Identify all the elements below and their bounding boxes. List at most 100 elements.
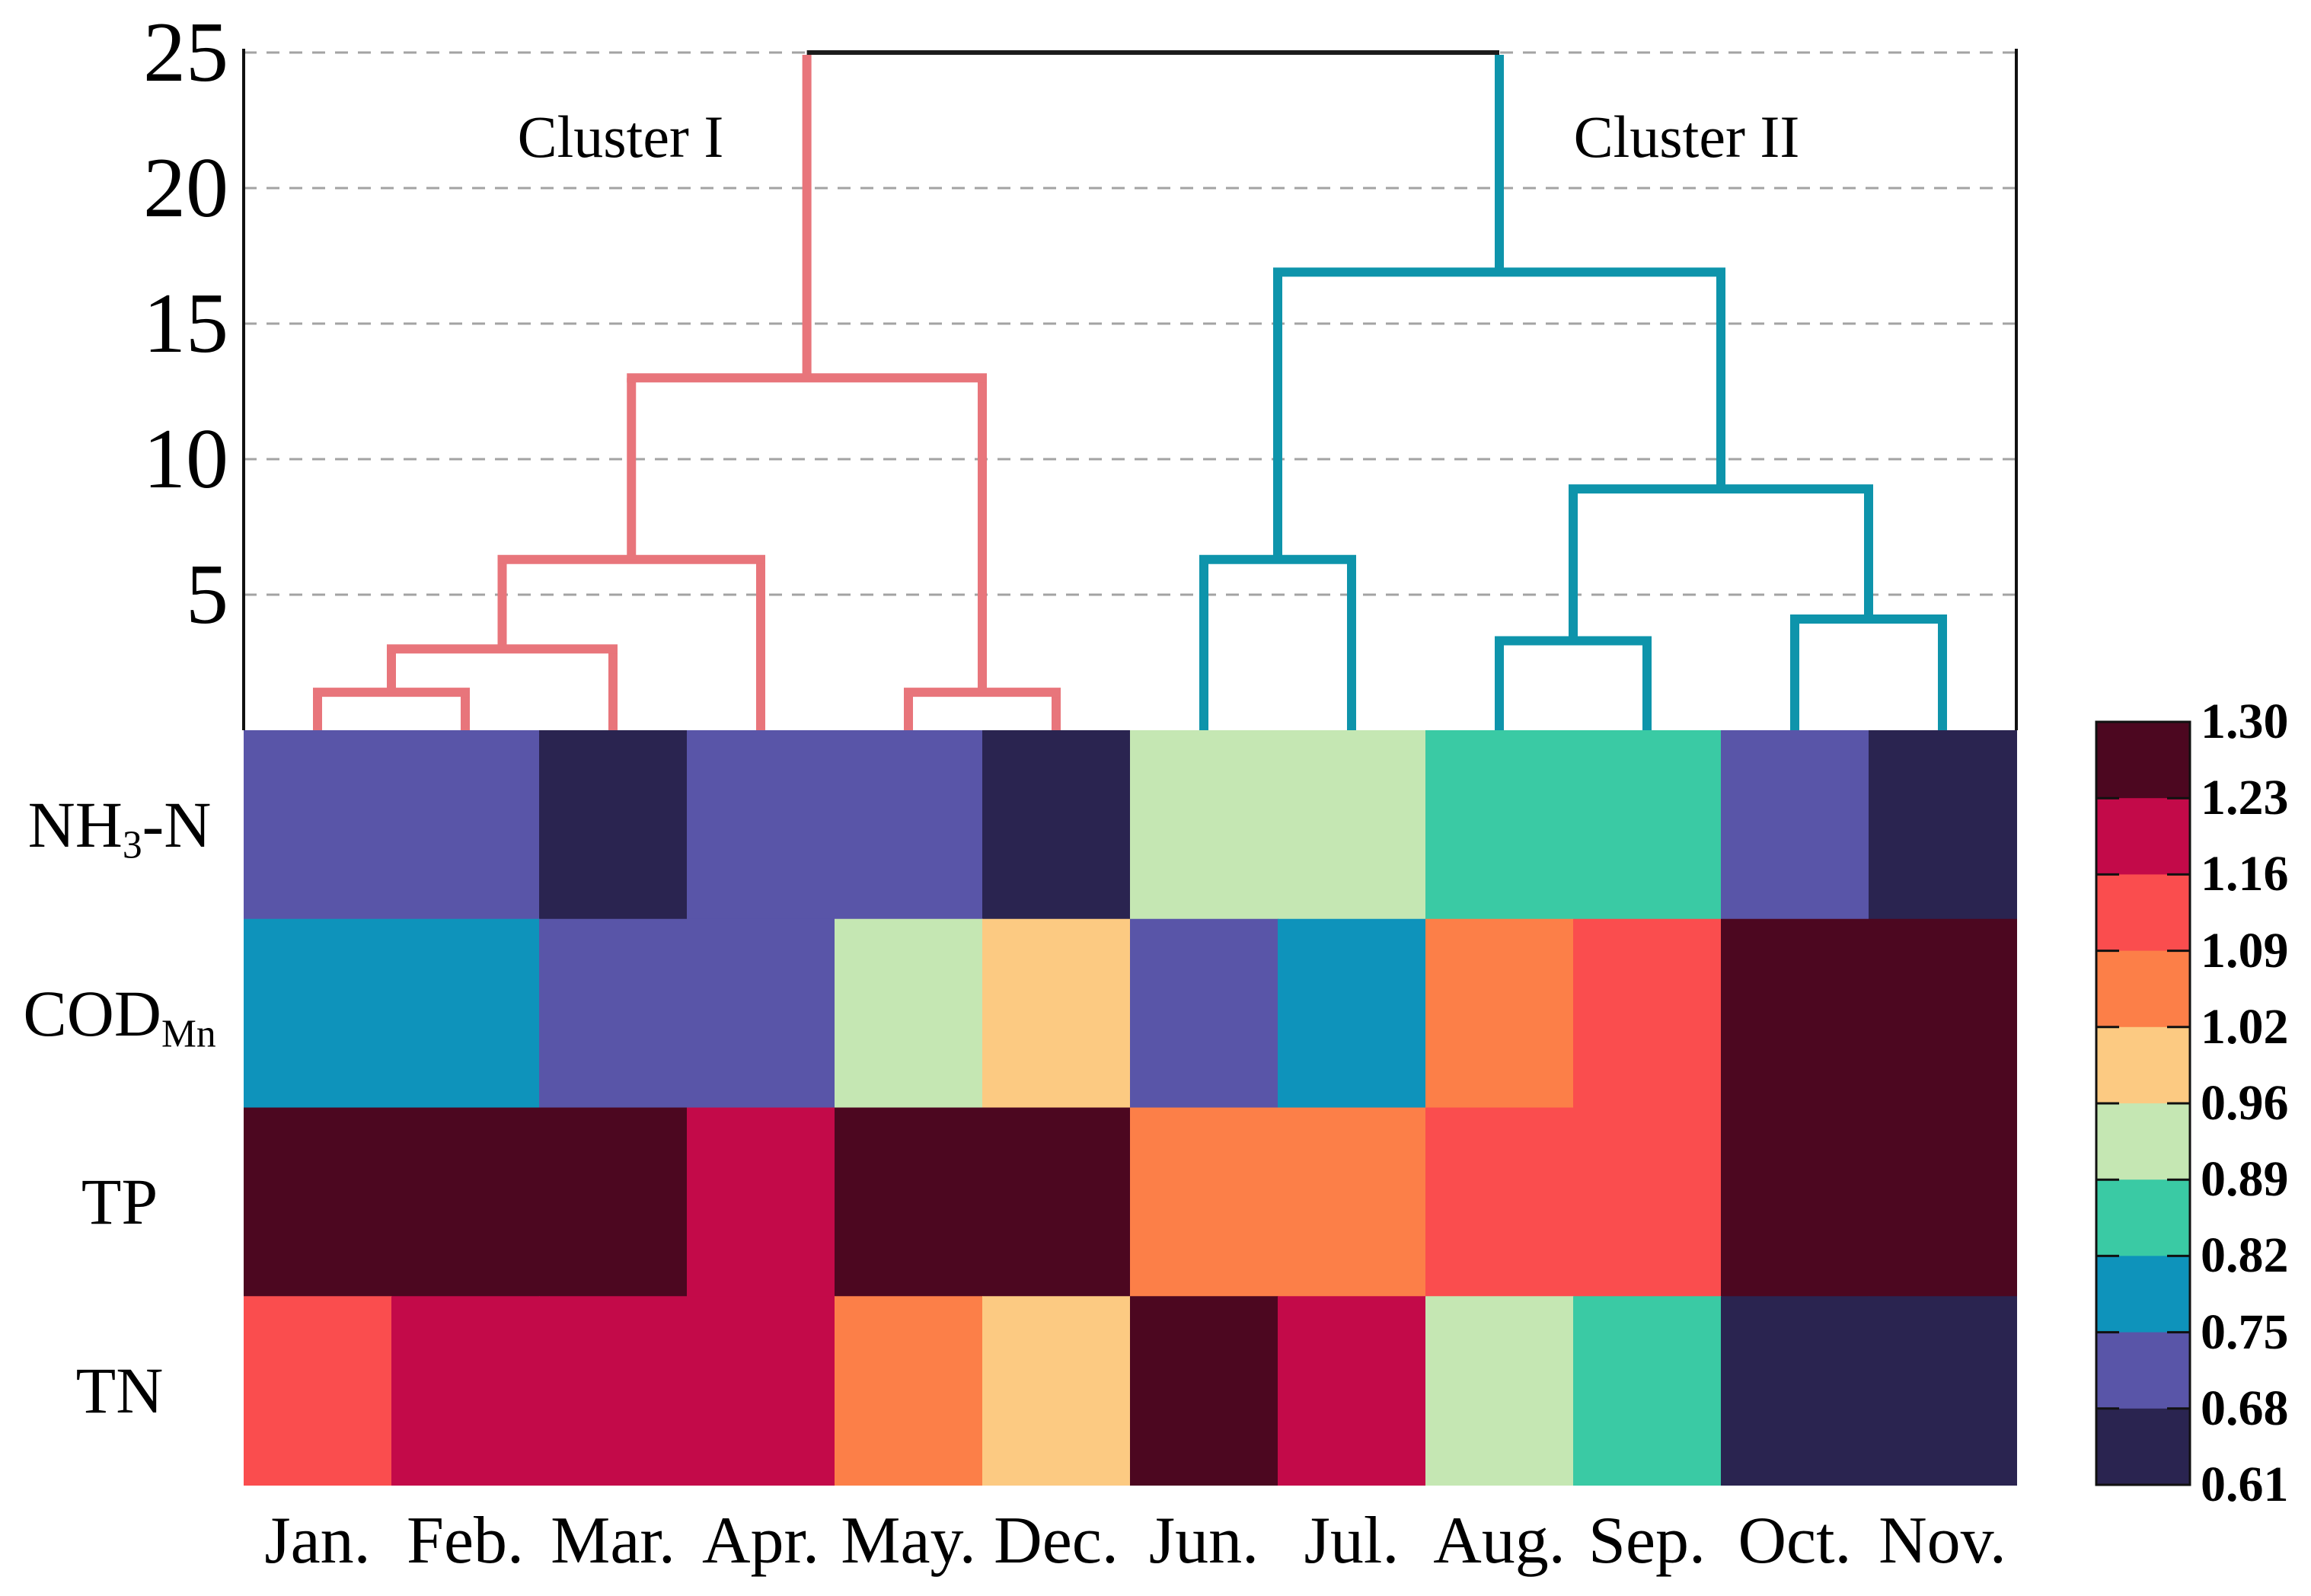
heatmap-cell xyxy=(687,1296,835,1486)
heatmap-cell xyxy=(1278,730,1426,920)
heatmap-cell xyxy=(687,1107,835,1298)
heatmap-cell xyxy=(244,918,392,1109)
colorbar-segment xyxy=(2096,950,2190,1028)
y-tick-label: 15 xyxy=(143,276,228,371)
heatmap-cell xyxy=(391,730,540,920)
heatmap-cell xyxy=(687,730,835,920)
heatmap-cell xyxy=(539,730,688,920)
heatmap-cell xyxy=(1573,730,1722,920)
colorbar-tick-label: 0.82 xyxy=(2201,1227,2289,1284)
colorbar-segment xyxy=(2096,722,2190,799)
colorbar-segment xyxy=(2096,1103,2190,1180)
x-tick-label: Dec. xyxy=(994,1504,1119,1578)
heatmap-cell xyxy=(1130,1107,1278,1298)
x-tick-label: Feb. xyxy=(407,1504,524,1578)
y-tick-label: 25 xyxy=(143,5,228,100)
row-label-subscript: Mn xyxy=(161,1012,216,1056)
colorbar-frame xyxy=(2095,720,2191,1486)
y-tick-label: 10 xyxy=(143,412,228,506)
x-tick-label: Mar. xyxy=(551,1504,675,1578)
colorbar-tick-label: 0.89 xyxy=(2201,1151,2289,1208)
colorbar-tick-label: 1.23 xyxy=(2201,770,2289,826)
heatmap-cell xyxy=(539,1296,688,1486)
heatmap-cell xyxy=(1721,1107,1869,1298)
heatmap-cell xyxy=(982,730,1131,920)
heatmap-cell xyxy=(1425,730,1574,920)
heatmap-cell xyxy=(1278,918,1426,1109)
heatmap-cell xyxy=(539,918,688,1109)
heatmap-cell xyxy=(1130,1296,1278,1486)
row-label-main: NH xyxy=(27,787,123,861)
cluster-1-label: Cluster I xyxy=(517,104,724,170)
colorbar-segment xyxy=(2096,1332,2190,1409)
heatmap-cell xyxy=(982,1107,1131,1298)
heatmap-cell xyxy=(244,1296,392,1486)
x-tick-label: Apr. xyxy=(702,1504,819,1578)
x-tick-label: Sep. xyxy=(1588,1504,1706,1578)
row-label-main: COD xyxy=(23,976,161,1050)
row-label-tail: -N xyxy=(142,787,212,861)
heatmap-cell xyxy=(835,918,983,1109)
row-label-main: TP xyxy=(81,1165,158,1239)
heatmap-cell xyxy=(1869,730,2017,920)
colorbar-segment xyxy=(2096,798,2190,876)
heatmap-cell xyxy=(1425,1107,1574,1298)
y-tick-label: 5 xyxy=(186,547,228,642)
row-label-subscript: 3 xyxy=(122,823,142,867)
row-label-main: TN xyxy=(75,1354,164,1428)
colorbar-tick-label: 1.09 xyxy=(2201,922,2289,978)
heatmap-cell xyxy=(1869,1107,2017,1298)
heatmap-cell xyxy=(244,1107,392,1298)
x-tick-label: Oct. xyxy=(1738,1504,1852,1578)
x-tick-label: Aug. xyxy=(1433,1504,1566,1578)
heatmap-cell xyxy=(835,730,983,920)
row-label: NH3-N xyxy=(0,784,239,886)
cluster-2-label: Cluster II xyxy=(1573,104,1800,170)
row-label: CODMn xyxy=(0,973,239,1074)
heatmap-cell xyxy=(1130,918,1278,1109)
colorbar-segment xyxy=(2096,1408,2190,1486)
heatmap-cell xyxy=(687,918,835,1109)
x-tick-label: May. xyxy=(841,1504,976,1578)
heatmap-cell xyxy=(982,1296,1131,1486)
colorbar-segment xyxy=(2096,874,2190,952)
colorbar-segment xyxy=(2096,1026,2190,1104)
x-tick-label: Nov. xyxy=(1878,1504,2006,1578)
heatmap-cell xyxy=(539,1107,688,1298)
heatmap-cell xyxy=(1721,1296,1869,1486)
colorbar-segment xyxy=(2096,1256,2190,1333)
heatmap-cell xyxy=(1869,1296,2017,1486)
heatmap-cell xyxy=(1573,918,1722,1109)
heatmap-cell xyxy=(982,918,1131,1109)
colorbar-tick-label: 0.96 xyxy=(2201,1075,2289,1131)
heatmap-cell xyxy=(1573,1107,1722,1298)
colorbar-tick-label: 1.16 xyxy=(2201,846,2289,902)
y-tick-label: 20 xyxy=(143,141,228,235)
heatmap-cell xyxy=(1425,918,1574,1109)
colorbar-tick-label: 1.30 xyxy=(2201,694,2289,749)
heatmap-cell xyxy=(1721,730,1869,920)
heatmap-cell xyxy=(391,1296,540,1486)
heatmap-cell xyxy=(835,1107,983,1298)
x-tick-label: Jan. xyxy=(264,1504,371,1578)
heatmap-cell xyxy=(1869,918,2017,1109)
heatmap-cell xyxy=(1130,730,1278,920)
heatmap-cell xyxy=(1278,1107,1426,1298)
colorbar-tick-label: 0.75 xyxy=(2201,1304,2289,1360)
heatmap-cell xyxy=(244,730,392,920)
row-label: TN xyxy=(0,1350,239,1431)
x-tick-label: Jun. xyxy=(1148,1504,1259,1578)
colorbar-tick-label: 0.68 xyxy=(2201,1380,2289,1436)
x-tick-label: Jul. xyxy=(1304,1504,1400,1578)
heatmap-cell xyxy=(1425,1296,1574,1486)
heatmap-cell xyxy=(1721,918,1869,1109)
heatmap-cell xyxy=(835,1296,983,1486)
colorbar-tick-label: 1.02 xyxy=(2201,998,2289,1055)
heatmap-cell xyxy=(1278,1296,1426,1486)
heatmap-cell xyxy=(391,918,540,1109)
row-label: TP xyxy=(0,1161,239,1242)
colorbar-tick-label: 0.61 xyxy=(2201,1457,2289,1512)
colorbar-segment xyxy=(2096,1179,2190,1257)
